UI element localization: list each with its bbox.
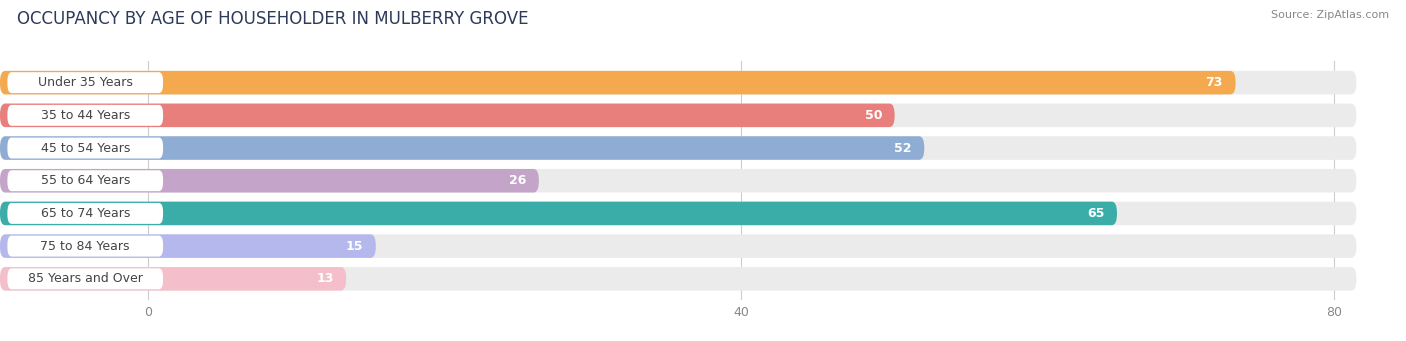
FancyBboxPatch shape <box>7 170 163 191</box>
Text: 35 to 44 Years: 35 to 44 Years <box>41 109 129 122</box>
Text: 13: 13 <box>316 272 333 285</box>
FancyBboxPatch shape <box>7 236 163 256</box>
FancyBboxPatch shape <box>0 202 1357 225</box>
FancyBboxPatch shape <box>0 71 1236 94</box>
Text: Source: ZipAtlas.com: Source: ZipAtlas.com <box>1271 10 1389 20</box>
FancyBboxPatch shape <box>0 202 1116 225</box>
Text: 26: 26 <box>509 174 526 187</box>
Text: 65 to 74 Years: 65 to 74 Years <box>41 207 129 220</box>
FancyBboxPatch shape <box>0 234 375 258</box>
FancyBboxPatch shape <box>0 267 346 291</box>
Text: 75 to 84 Years: 75 to 84 Years <box>41 240 129 253</box>
Text: 85 Years and Over: 85 Years and Over <box>28 272 142 285</box>
FancyBboxPatch shape <box>0 104 1357 127</box>
FancyBboxPatch shape <box>7 105 163 126</box>
Text: 52: 52 <box>894 142 911 154</box>
Text: 73: 73 <box>1205 76 1223 89</box>
Text: OCCUPANCY BY AGE OF HOUSEHOLDER IN MULBERRY GROVE: OCCUPANCY BY AGE OF HOUSEHOLDER IN MULBE… <box>17 10 529 28</box>
FancyBboxPatch shape <box>7 137 163 159</box>
Text: 45 to 54 Years: 45 to 54 Years <box>41 142 129 154</box>
FancyBboxPatch shape <box>0 169 1357 193</box>
FancyBboxPatch shape <box>7 268 163 289</box>
FancyBboxPatch shape <box>0 267 1357 291</box>
Text: 65: 65 <box>1087 207 1104 220</box>
Text: Under 35 Years: Under 35 Years <box>38 76 132 89</box>
FancyBboxPatch shape <box>0 136 924 160</box>
FancyBboxPatch shape <box>0 169 538 193</box>
FancyBboxPatch shape <box>0 104 894 127</box>
Text: 15: 15 <box>346 240 363 253</box>
FancyBboxPatch shape <box>0 234 1357 258</box>
FancyBboxPatch shape <box>7 72 163 93</box>
Text: 50: 50 <box>865 109 882 122</box>
FancyBboxPatch shape <box>0 136 1357 160</box>
FancyBboxPatch shape <box>7 203 163 224</box>
Text: 55 to 64 Years: 55 to 64 Years <box>41 174 129 187</box>
FancyBboxPatch shape <box>0 71 1357 94</box>
